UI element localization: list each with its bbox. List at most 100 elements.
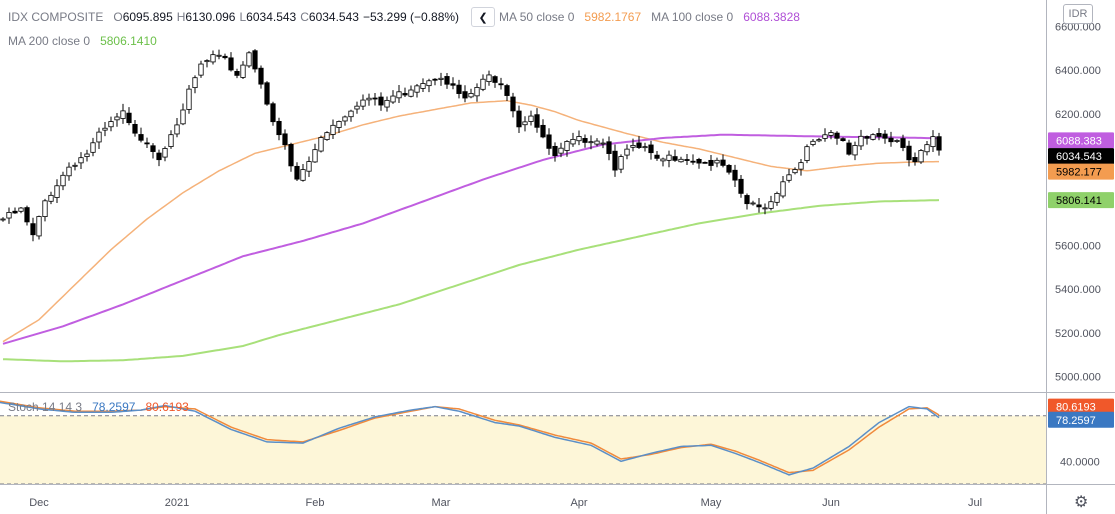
candle-body-up <box>816 139 822 142</box>
candle <box>816 137 822 143</box>
candle-body-down <box>24 207 30 223</box>
stoch-d-badge-text: 80.6193 <box>1056 402 1096 414</box>
candle <box>924 141 930 156</box>
chevron-left-icon[interactable]: ❮ <box>471 7 496 27</box>
candle-body-up <box>678 158 684 163</box>
stoch-k-line <box>0 401 940 476</box>
gear-icon[interactable]: ⚙ <box>1074 494 1089 511</box>
candle <box>624 144 630 160</box>
candle <box>516 105 522 133</box>
candle-body-up <box>42 200 48 218</box>
candle-body-up <box>918 150 924 163</box>
candle-body-up <box>180 109 186 125</box>
candle-body-up <box>762 207 768 210</box>
candle <box>390 90 396 104</box>
candle-body-up <box>660 158 666 162</box>
ma200-line <box>2 199 940 363</box>
candle <box>396 84 402 103</box>
candle-body-down <box>846 142 852 155</box>
candle-body-up <box>240 64 246 78</box>
candle-body-down <box>282 133 288 146</box>
candle-body-up <box>624 148 630 156</box>
candle <box>408 85 414 98</box>
candle <box>768 195 774 211</box>
legend-stoch: Stoch 14 14 3 78.2597 80.6193 <box>8 398 193 416</box>
candle <box>714 157 720 168</box>
candle-body-down <box>684 159 690 161</box>
candle <box>216 49 222 60</box>
x-tick-label: Dec <box>29 497 49 509</box>
candle <box>498 77 504 90</box>
ma100-badge-bg <box>1048 132 1114 149</box>
x-tick-label: Jun <box>822 497 840 509</box>
candle-body-up <box>186 88 192 110</box>
ma100-badge-text: 6088.383 <box>1056 135 1102 147</box>
ma200-value: 5806.1410 <box>100 34 157 48</box>
candle-body-down <box>744 195 750 205</box>
candle <box>30 217 36 242</box>
candle <box>438 72 444 86</box>
candle-body-up <box>198 63 204 76</box>
candle <box>918 149 924 164</box>
candle <box>288 142 294 172</box>
candle <box>306 156 312 178</box>
change-value: −53.299 (−0.88%) <box>362 10 460 24</box>
stoch-tick-label: 40.0000 <box>1060 456 1100 468</box>
candle <box>576 130 582 146</box>
candle <box>528 110 534 126</box>
candle <box>786 168 792 183</box>
candle-body-up <box>486 74 492 83</box>
candle <box>204 59 210 68</box>
candle <box>720 154 726 168</box>
high-label: H <box>176 10 186 24</box>
candle <box>78 152 84 170</box>
ma100-line <box>2 133 939 345</box>
candle <box>936 132 942 156</box>
candle <box>564 140 570 157</box>
candle <box>432 78 438 86</box>
candle <box>600 138 606 149</box>
candle-body-up <box>390 95 396 103</box>
candle <box>174 118 180 138</box>
candle <box>144 137 150 148</box>
close-value: 6034.543 <box>308 10 359 24</box>
candle-body-up <box>78 157 84 164</box>
candle-body-up <box>774 193 780 203</box>
candle <box>726 164 732 175</box>
candle <box>888 131 894 147</box>
ma200-label: MA 200 close 0 <box>8 34 91 48</box>
candle-body-down <box>936 136 942 151</box>
candle-body-up <box>480 78 486 90</box>
candle-body-up <box>396 91 402 99</box>
candle-body-down <box>444 76 450 85</box>
axis-badges: 6088.383 6034.543 5982.177 5806.141 80.61937… <box>1048 132 1114 428</box>
candle-body-down <box>912 157 918 163</box>
candle <box>42 198 48 222</box>
stochastic-panel <box>0 392 1115 485</box>
candle-body-up <box>6 212 12 219</box>
low-label: L <box>239 10 247 24</box>
ma50-badge-bg <box>1048 163 1114 180</box>
ma50-badge-text: 5982.177 <box>1056 167 1102 179</box>
candle-body-up <box>306 161 312 172</box>
candle <box>270 101 276 126</box>
candle-body-down <box>156 152 162 161</box>
candle-body-up <box>666 154 672 161</box>
candle-body-down <box>12 210 18 214</box>
candle <box>672 149 678 162</box>
candle <box>552 142 558 162</box>
candle <box>186 85 192 114</box>
candle <box>930 130 936 152</box>
candle-body-up <box>474 87 480 97</box>
candle <box>342 115 348 126</box>
candle-body-down <box>672 156 678 161</box>
candle-body-up <box>36 216 42 237</box>
candle-body-down <box>756 204 762 208</box>
candle <box>474 83 480 102</box>
candle <box>312 143 318 163</box>
currency-button[interactable]: IDR <box>1063 4 1093 24</box>
candle <box>330 119 336 140</box>
candle <box>882 129 888 144</box>
y-tick-label: 5200.000 <box>1055 328 1101 340</box>
